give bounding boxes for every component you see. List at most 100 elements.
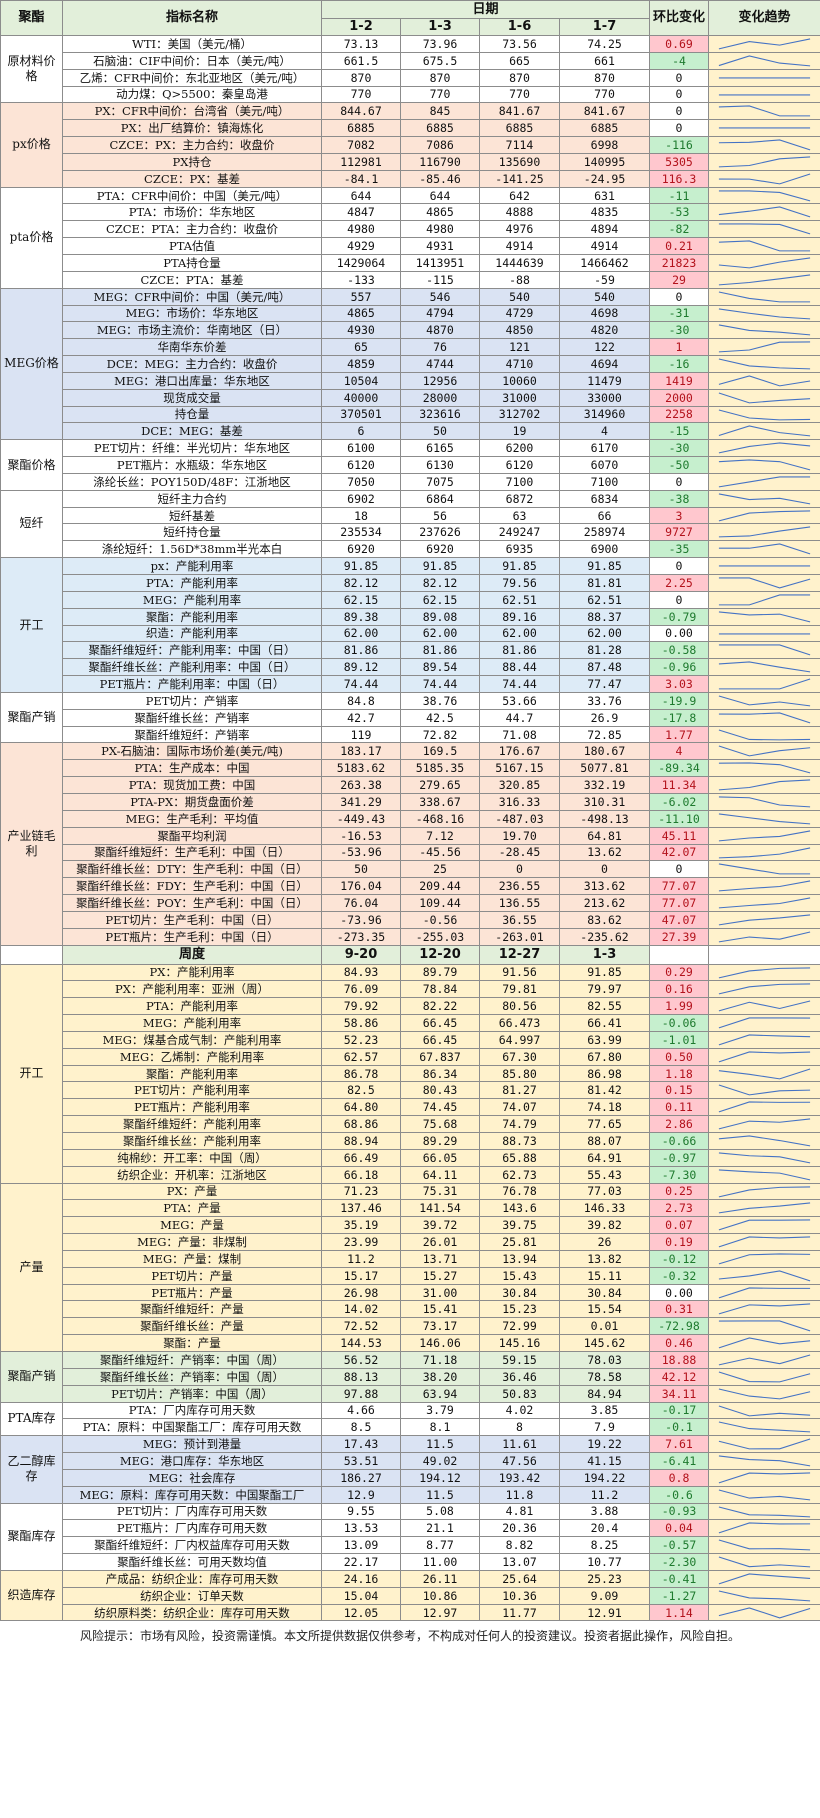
value-cell: 4859 xyxy=(321,355,401,373)
value-cell: 88.44 xyxy=(479,658,560,677)
indicator-name: PTA：生产成本：中国 xyxy=(62,759,322,778)
trend-sparkline xyxy=(718,880,811,892)
value-cell: 312702 xyxy=(479,405,560,424)
indicator-name: DCE：MEG：基差 xyxy=(62,422,322,441)
table-row: 聚酯纤维长丝：产销率：中国（周） 88.13 38.20 36.46 78.58 42.1… xyxy=(1,1367,820,1386)
value-cell: 33.76 xyxy=(558,691,651,710)
indicator-name: MEG：产能利用率 xyxy=(62,590,322,609)
trend-cell xyxy=(708,1216,820,1235)
table-row: PTA：生产成本：中国 5183.62 5185.35 5167.15 5077.81-… xyxy=(1,759,820,778)
value-cell: 26 xyxy=(558,1233,651,1251)
trend-sparkline xyxy=(718,1455,811,1467)
value-cell: 6920 xyxy=(321,540,401,559)
trend-cell xyxy=(708,894,820,912)
indicator-name: PX：产能利用率：亚洲（周） xyxy=(62,980,322,999)
category-cell: 织造库存 xyxy=(0,1569,63,1622)
sparkline-path xyxy=(718,493,811,505)
trend-cell xyxy=(708,1502,820,1521)
trend-cell xyxy=(708,658,820,677)
sparkline-path xyxy=(718,1236,811,1248)
value-cell: 186.27 xyxy=(321,1468,401,1487)
value-cell: 76.04 xyxy=(321,894,401,912)
indicator-name: PTA估值 xyxy=(62,237,322,255)
indicator-name: 聚酯纤维长丝：FDY：生产毛利：中国（日） xyxy=(62,877,322,896)
value-cell: 77.47 xyxy=(558,675,651,693)
trend-sparkline xyxy=(718,493,811,505)
table-row: 现货成交量 40000 28000 31000 33000 2000 xyxy=(1,388,820,407)
value-cell: 89.54 xyxy=(400,658,480,677)
table-row: PET切片：生产毛利：中国（日） -73.96 -0.56 36.55 83.62 47.… xyxy=(1,910,820,929)
value-cell: 66 xyxy=(558,506,651,525)
value-cell: 62.51 xyxy=(558,590,651,609)
indicator-name: MEG：市场价：华东地区 xyxy=(62,304,322,323)
value-cell: 73.17 xyxy=(400,1317,480,1336)
trend-sparkline xyxy=(718,1607,811,1619)
value-cell: 86.98 xyxy=(558,1064,651,1083)
value-cell: -24.95 xyxy=(558,169,651,188)
value-cell: 15.04 xyxy=(321,1586,401,1605)
weekly-header-label: 周度 xyxy=(62,944,322,965)
value-cell: 26.9 xyxy=(558,708,651,727)
value-cell: 4794 xyxy=(400,304,480,323)
header-date-cell: 1-3 xyxy=(400,18,480,36)
trend-cell xyxy=(708,253,820,272)
trend-cell xyxy=(708,1266,820,1285)
value-cell: 11479 xyxy=(558,371,651,390)
table-row: DCE：MEG：基差 6 50 19 4 -15 xyxy=(1,422,820,441)
value-cell: 546 xyxy=(400,287,480,306)
table-row: 聚酯产销 PET切片：产销率 84.8 38.76 53.66 33.76 -19.9 xyxy=(0,691,820,744)
indicator-name: PTA：产量 xyxy=(62,1199,322,1218)
value-cell: 4729 xyxy=(479,304,560,323)
value-cell: 87.48 xyxy=(558,658,651,677)
weekly-header-date: 12-20 xyxy=(400,944,480,965)
sparkline-path xyxy=(718,729,811,741)
trend-sparkline xyxy=(718,1253,811,1265)
change-cell: 0.31 xyxy=(649,1300,710,1319)
change-cell: 0 xyxy=(649,85,710,104)
sparkline-path xyxy=(718,762,811,774)
table-row: MEG：港口库存：华东地区 53.51 49.02 47.56 41.15 -6.41 xyxy=(1,1452,820,1470)
trend-sparkline xyxy=(718,830,811,842)
header-category: 聚酯 xyxy=(0,0,63,36)
indicator-name: 现货成交量 xyxy=(62,388,322,407)
trend-sparkline xyxy=(718,139,811,151)
table-row: 织造：产能利用率 62.00 62.00 62.00 62.00 0.00 xyxy=(1,624,820,643)
change-cell: -0.93 xyxy=(649,1502,710,1521)
change-cell: 0.00 xyxy=(649,1283,710,1302)
value-cell: 19.22 xyxy=(558,1435,651,1454)
value-cell: 8.82 xyxy=(479,1536,560,1555)
value-cell: 67.30 xyxy=(479,1047,560,1066)
sparkline-path xyxy=(718,1253,811,1265)
indicator-name: PX：产量 xyxy=(62,1182,322,1201)
trend-cell xyxy=(708,287,820,306)
trend-cell xyxy=(708,456,820,474)
trend-sparkline xyxy=(718,1421,811,1433)
change-cell: 2.73 xyxy=(649,1199,710,1218)
header-trend: 变化趋势 xyxy=(708,0,820,36)
change-cell: -17.8 xyxy=(649,708,710,727)
trend-cell xyxy=(708,1468,820,1487)
trend-sparkline xyxy=(718,1522,811,1534)
table-row: 短纤持仓量 235534 237626 249247 258974 9727 xyxy=(1,523,820,542)
table-row: MEG：产能利用率 62.15 62.15 62.51 62.51 0 xyxy=(1,590,820,609)
value-cell: 6902 xyxy=(321,489,401,508)
change-cell: -30 xyxy=(649,439,710,458)
table-row: 短纤 短纤主力合约 6902 6864 6872 6834 -38 xyxy=(0,489,820,559)
trend-sparkline xyxy=(718,1034,811,1046)
value-cell: 4931 xyxy=(400,237,480,255)
value-cell: 119 xyxy=(321,725,401,744)
sparkline-path xyxy=(718,392,811,404)
table-row: 产业链毛利 PX-石脑油：国际市场价差(美元/吨) 183.17 169.5 176.6… xyxy=(0,742,820,946)
trend-cell xyxy=(708,1064,820,1083)
value-cell: 25.81 xyxy=(479,1233,560,1251)
value-cell: 74.79 xyxy=(479,1115,560,1133)
table-row: 聚酯纤维长丝：POY：生产毛利：中国（日） 76.04 109.44 136.55 21… xyxy=(1,894,820,912)
value-cell: 19.70 xyxy=(479,826,560,845)
sparkline-path xyxy=(718,897,811,909)
table-row: 织造库存 产成品：纺织企业：库存可用天数 24.16 26.11 25.64 25.23-… xyxy=(0,1569,820,1622)
sparkline-path xyxy=(718,712,811,724)
sparkline-path xyxy=(718,190,811,201)
sparkline-path xyxy=(718,644,811,656)
change-cell: 1.18 xyxy=(649,1064,710,1083)
value-cell: 66.49 xyxy=(321,1148,401,1167)
